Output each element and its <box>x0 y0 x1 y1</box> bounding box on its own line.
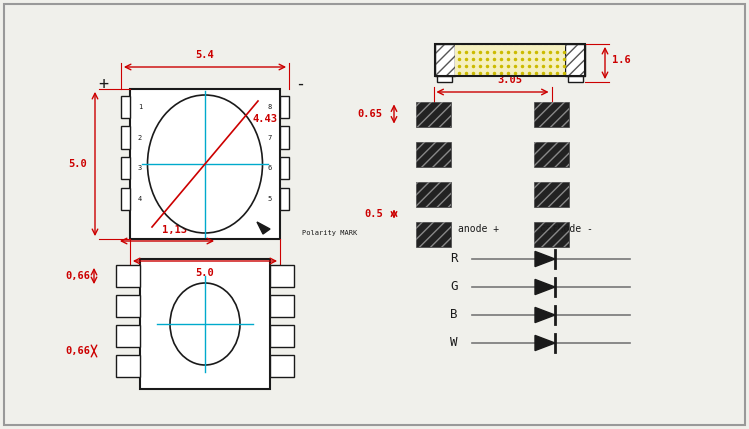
Bar <box>416 142 451 166</box>
Text: 5.0: 5.0 <box>69 159 88 169</box>
Text: 3.05: 3.05 <box>497 75 523 85</box>
Bar <box>435 44 455 76</box>
Text: 0.5: 0.5 <box>365 209 383 219</box>
Text: 1: 1 <box>138 104 142 110</box>
Polygon shape <box>535 335 555 350</box>
Text: 5: 5 <box>268 196 272 202</box>
Text: R: R <box>450 253 458 266</box>
Text: 5.0: 5.0 <box>195 268 214 278</box>
Bar <box>270 265 294 287</box>
Text: 3: 3 <box>138 165 142 171</box>
Text: 0,66: 0,66 <box>65 271 91 281</box>
Bar <box>416 102 451 127</box>
Bar <box>121 127 130 148</box>
Text: B: B <box>450 308 458 321</box>
Bar <box>121 96 130 118</box>
Bar <box>416 181 451 206</box>
Text: Polarity MARK: Polarity MARK <box>302 230 357 236</box>
Bar <box>270 355 294 377</box>
Bar <box>121 187 130 209</box>
Bar <box>534 221 569 247</box>
Bar <box>568 76 583 82</box>
Bar <box>280 127 289 148</box>
Text: 4.43: 4.43 <box>253 114 278 124</box>
Bar <box>416 221 451 247</box>
Text: anode +: anode + <box>458 224 499 234</box>
Bar <box>534 142 569 166</box>
Bar <box>435 44 585 76</box>
Bar <box>534 221 569 247</box>
Text: G: G <box>450 281 458 293</box>
Polygon shape <box>535 279 555 295</box>
Bar <box>416 102 451 127</box>
Bar <box>565 44 585 76</box>
Bar <box>416 181 451 206</box>
Bar <box>435 44 455 76</box>
Bar <box>565 44 585 76</box>
Bar <box>270 295 294 317</box>
Text: 1.6: 1.6 <box>612 55 631 65</box>
Text: W: W <box>450 336 458 350</box>
Bar <box>455 44 565 76</box>
Bar <box>116 295 140 317</box>
Bar <box>534 102 569 127</box>
Bar <box>534 102 569 127</box>
Polygon shape <box>535 251 555 266</box>
Ellipse shape <box>170 283 240 365</box>
Bar <box>534 142 569 166</box>
Text: 8: 8 <box>268 104 272 110</box>
Text: 7: 7 <box>268 135 272 141</box>
Bar <box>416 142 451 166</box>
Bar <box>534 181 569 206</box>
Polygon shape <box>535 308 555 323</box>
Bar <box>270 325 294 347</box>
Bar <box>116 325 140 347</box>
Bar <box>280 157 289 179</box>
Bar <box>416 221 451 247</box>
Bar <box>534 181 569 206</box>
Bar <box>130 89 280 239</box>
Bar <box>280 96 289 118</box>
Text: 5.4: 5.4 <box>195 50 214 60</box>
Bar <box>116 355 140 377</box>
Ellipse shape <box>148 95 262 233</box>
Bar <box>140 259 270 389</box>
Text: 0,66: 0,66 <box>65 346 91 356</box>
Bar <box>121 157 130 179</box>
Bar <box>116 265 140 287</box>
Text: 2: 2 <box>138 135 142 141</box>
Text: cathode -: cathode - <box>540 224 593 234</box>
Bar <box>437 76 452 82</box>
Text: +: + <box>98 75 108 93</box>
Text: 6: 6 <box>268 165 272 171</box>
Text: 4: 4 <box>138 196 142 202</box>
Bar <box>280 187 289 209</box>
Polygon shape <box>257 222 270 234</box>
Text: 0.65: 0.65 <box>357 109 383 119</box>
Text: 1,13: 1,13 <box>163 225 187 235</box>
Text: -: - <box>295 75 305 93</box>
